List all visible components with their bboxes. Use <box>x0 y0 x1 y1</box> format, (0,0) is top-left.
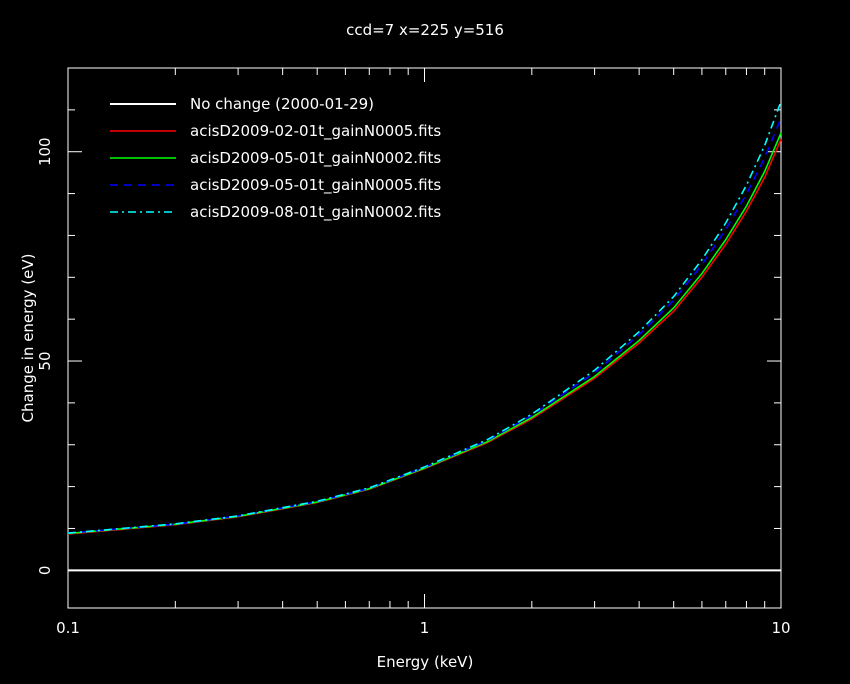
y-tick-label: 100 <box>36 137 54 166</box>
series-line-4 <box>67 101 782 534</box>
x-tick-label: 1 <box>420 619 430 637</box>
legend-label-1: acisD2009-02-01t_gainN0005.fits <box>190 122 441 141</box>
chart-title: ccd=7 x=225 y=516 <box>346 21 504 39</box>
y-tick-label: 50 <box>36 351 54 370</box>
y-tick-label: 0 <box>36 566 54 576</box>
x-tick-label: 10 <box>771 619 790 637</box>
legend-label-2: acisD2009-05-01t_gainN0002.fits <box>190 149 441 168</box>
series-line-1 <box>67 138 782 535</box>
x-axis-label: Energy (keV) <box>377 653 474 671</box>
x-tick-label: 0.1 <box>56 619 80 637</box>
legend-label-0: No change (2000-01-29) <box>190 95 374 113</box>
legend: No change (2000-01-29) acisD2009-02-01t_g… <box>110 95 441 222</box>
y-axis-label: Change in energy (eV) <box>19 254 37 423</box>
legend-label-3: acisD2009-05-01t_gainN0005.fits <box>190 176 441 195</box>
series-layer <box>67 101 782 572</box>
legend-label-4: acisD2009-08-01t_gainN0002.fits <box>190 203 441 222</box>
